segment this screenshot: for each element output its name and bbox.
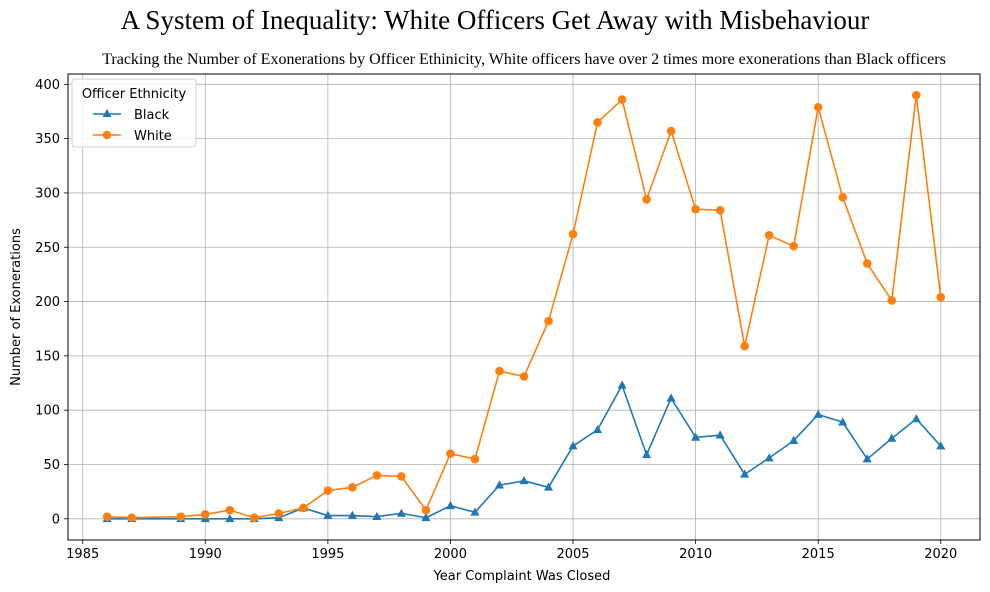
x-tick-label: 1995	[311, 547, 344, 562]
data-point-black	[691, 432, 701, 441]
data-point-white	[544, 316, 553, 326]
data-point-black	[421, 512, 431, 522]
data-point-white	[715, 206, 725, 215]
data-point-black	[715, 430, 725, 439]
data-point-white	[127, 513, 137, 523]
y-tick-label: 200	[35, 295, 60, 310]
data-point-white	[421, 505, 431, 515]
x-tick-label: 2020	[924, 547, 957, 562]
data-point-white	[372, 471, 382, 480]
data-point-black	[543, 482, 554, 491]
data-point-black	[764, 453, 774, 462]
x-axis-label: Year Complaint Was Closed	[433, 569, 611, 584]
data-point-black	[445, 500, 456, 510]
x-tick-label: 2010	[679, 547, 712, 562]
data-point-black	[396, 508, 406, 517]
data-point-black	[666, 393, 676, 402]
data-point-white	[764, 231, 774, 240]
data-point-black	[617, 380, 627, 389]
legend: Officer Ethnicity Black White	[71, 78, 197, 148]
data-point-white	[102, 512, 112, 521]
x-tick-label: 2005	[556, 547, 589, 562]
y-tick-label: 400	[35, 78, 60, 93]
data-point-white	[838, 192, 848, 202]
data-point-white	[740, 341, 749, 351]
data-point-white	[200, 510, 210, 519]
data-point-white	[299, 503, 308, 513]
series-layer	[102, 90, 946, 523]
data-point-white	[691, 204, 700, 214]
data-point-white	[348, 483, 357, 492]
data-point-black	[519, 475, 529, 485]
y-tick-label: 150	[35, 349, 60, 364]
data-point-white	[887, 296, 897, 305]
data-point-black	[494, 480, 505, 489]
legend-marker-black	[102, 109, 112, 117]
data-point-white	[593, 118, 602, 127]
data-point-black	[936, 441, 946, 450]
y-tick-label: 250	[35, 241, 60, 256]
data-point-white	[250, 513, 259, 523]
data-point-white	[666, 126, 676, 136]
x-tick-label: 1990	[189, 547, 222, 562]
data-point-black	[789, 435, 799, 444]
plot-frame	[67, 73, 981, 541]
grid	[68, 74, 980, 540]
legend-label-white: White	[134, 129, 172, 144]
data-point-black	[568, 441, 578, 450]
data-point-white	[568, 229, 578, 239]
data-point-black	[813, 409, 823, 418]
data-point-white	[176, 512, 186, 521]
legend-marker-white	[102, 130, 112, 140]
legend-title: Officer Ethnicity	[82, 87, 187, 102]
x-tick-label: 1985	[66, 547, 99, 562]
data-point-black	[887, 433, 897, 442]
data-point-white	[813, 102, 823, 112]
data-point-white	[470, 454, 480, 464]
series-line-white	[107, 94, 942, 519]
data-point-white	[225, 505, 235, 515]
data-point-black	[592, 424, 603, 434]
data-point-white	[642, 195, 651, 204]
data-point-black	[225, 514, 235, 523]
data-point-white	[446, 449, 455, 458]
data-point-white	[862, 259, 872, 268]
figure-title: A System of Inequality: White Officers G…	[120, 5, 870, 35]
data-point-black	[911, 414, 921, 423]
tick-layer: 1985 1990 1995 2000 2005 2010 2015 2020 0 50 100 15…	[35, 78, 957, 562]
data-point-white	[397, 472, 406, 481]
data-point-white	[936, 292, 946, 302]
data-point-white	[323, 486, 333, 495]
y-tick-label: 300	[35, 186, 60, 201]
data-point-white	[911, 90, 921, 100]
y-tick-label: 50	[43, 458, 60, 473]
y-tick-label: 100	[35, 404, 60, 419]
data-point-white	[617, 95, 627, 104]
data-point-black	[838, 417, 848, 426]
y-tick-label: 350	[35, 132, 60, 147]
data-point-black	[347, 510, 357, 519]
legend-label-black: Black	[134, 108, 170, 123]
data-point-black	[372, 511, 382, 521]
data-point-white	[495, 366, 504, 376]
data-point-white	[274, 509, 284, 518]
data-point-black	[740, 469, 750, 478]
data-point-black	[323, 510, 333, 519]
data-point-black	[862, 454, 872, 463]
x-tick-label: 2000	[434, 547, 467, 562]
chart-title: Tracking the Number of Exonerations by O…	[102, 51, 946, 68]
data-point-white	[789, 241, 798, 251]
data-point-white	[519, 372, 529, 381]
y-axis-label: Number of Exonerations	[9, 228, 24, 386]
data-point-black	[642, 449, 652, 459]
y-tick-label: 0	[52, 512, 60, 527]
data-point-black	[470, 507, 480, 516]
series-line-black	[107, 384, 942, 520]
x-tick-label: 2015	[802, 547, 835, 562]
legend-box	[71, 78, 197, 148]
